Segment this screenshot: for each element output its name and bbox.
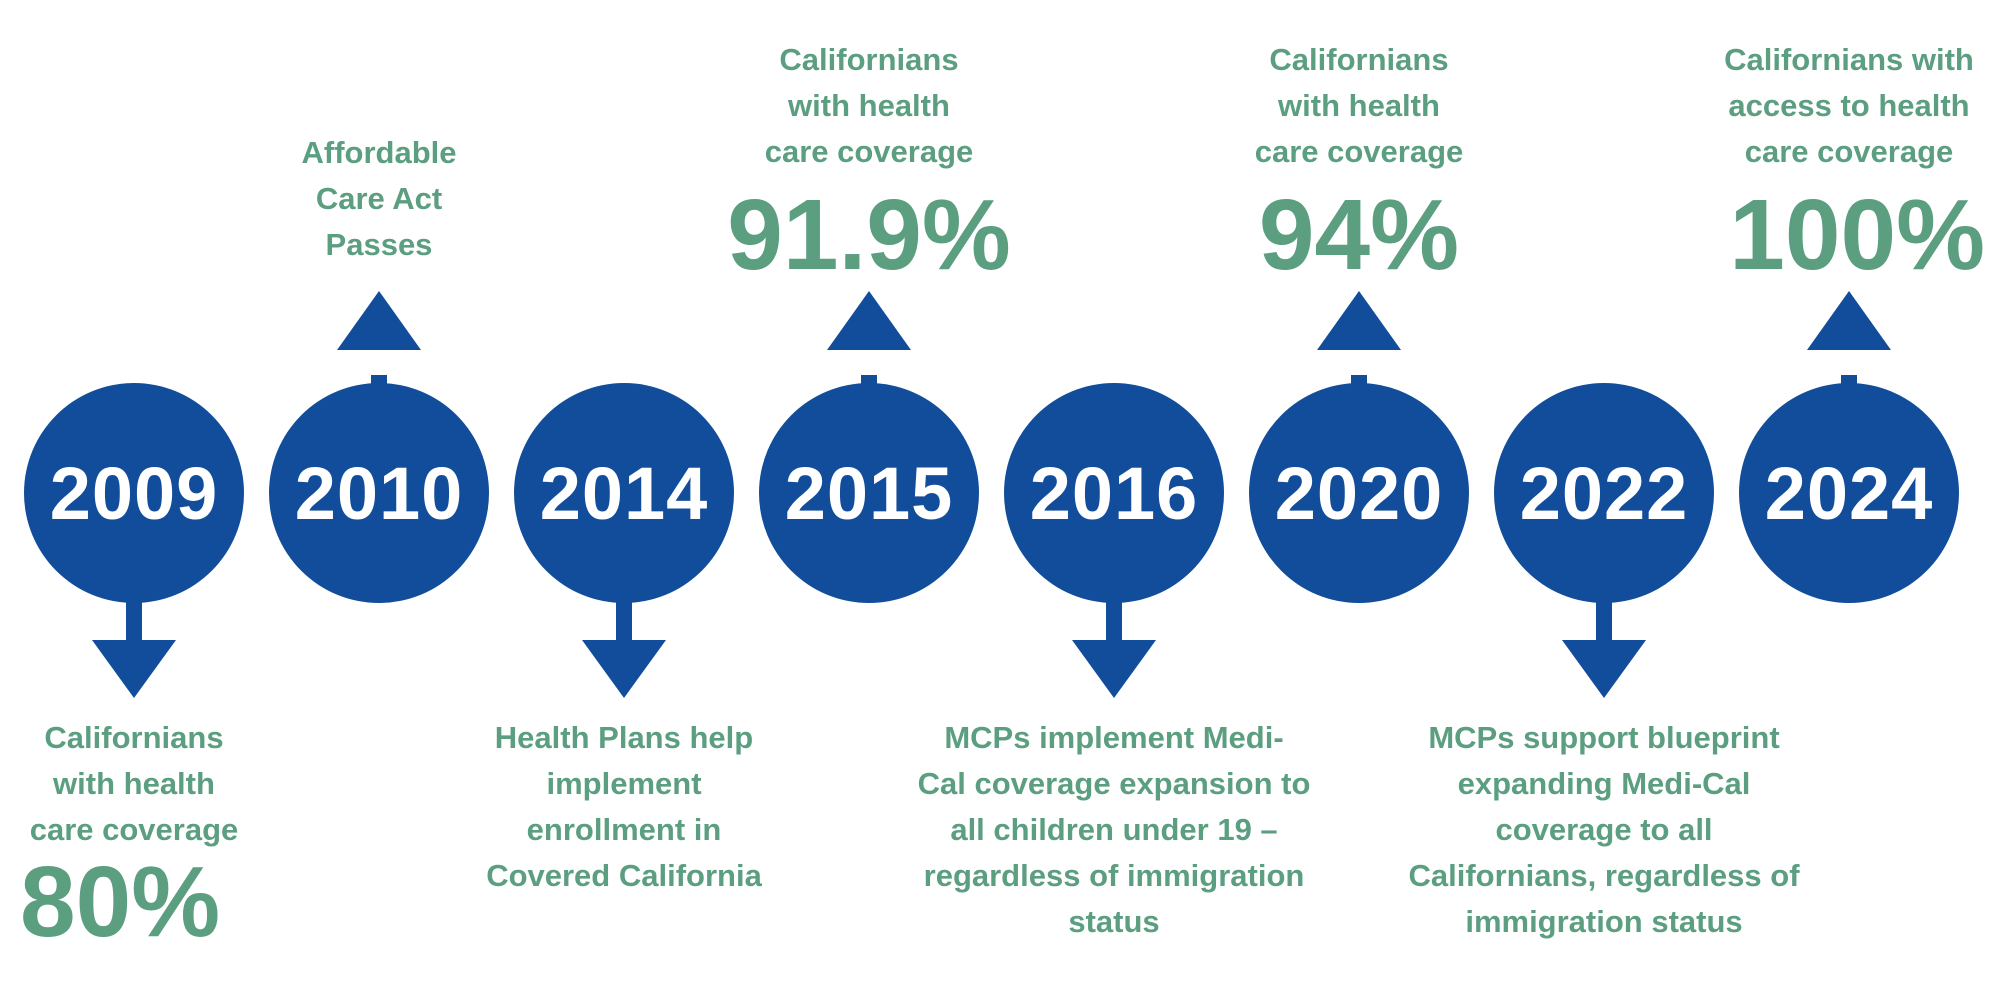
caption-line: Covered California <box>486 858 762 893</box>
caption-2020: Californians with health care coverage <box>1139 37 1579 175</box>
coverage-percent-2015: 91.9% <box>727 179 1011 291</box>
arrow-down-icon-2016 <box>1072 640 1156 698</box>
caption-line: Californians with <box>1724 42 1974 77</box>
caption-line: regardless of immigration <box>923 858 1305 893</box>
caption-line: Cal coverage expansion to <box>917 766 1311 801</box>
arrow-down-icon-2014 <box>582 640 666 698</box>
arrow-stem-2014 <box>616 590 632 650</box>
caption-line: expanding Medi-Cal <box>1457 766 1751 801</box>
arrow-up-icon-2024 <box>1807 291 1891 350</box>
caption-line: immigration status <box>1465 904 1743 939</box>
year-node-2020: 2020 <box>1249 383 1469 603</box>
year-label-2010: 2010 <box>294 451 464 535</box>
year-label-2024: 2024 <box>1764 451 1934 535</box>
coverage-percent-2024: 100% <box>1729 179 1985 291</box>
caption-line: with health <box>1278 88 1440 123</box>
arrow-up-icon-2010 <box>337 291 421 350</box>
caption-line: Passes <box>325 227 433 262</box>
caption-2022: MCPs support blueprint expanding Medi-Cal… <box>1384 715 1824 945</box>
year-node-2024: 2024 <box>1739 383 1959 603</box>
caption-line: MCPs implement Medi- <box>944 720 1284 755</box>
year-node-2009: 2009 <box>24 383 244 603</box>
arrow-stem-2009 <box>126 590 142 650</box>
caption-line: implement <box>546 766 702 801</box>
caption-line: Health Plans help <box>494 720 754 755</box>
year-label-2009: 2009 <box>49 451 219 535</box>
caption-line: Californians <box>779 42 959 77</box>
caption-line: all children under 19 – <box>950 812 1278 847</box>
caption-2015: Californians with health care coverage <box>649 37 1089 175</box>
arrow-stem-2016 <box>1106 590 1122 650</box>
coverage-percent-2020: 94% <box>1258 179 1460 291</box>
caption-line: coverage to all <box>1495 812 1713 847</box>
caption-line: access to health <box>1728 88 1970 123</box>
caption-2009: Californians with health care coverage <box>0 715 354 853</box>
caption-line: with health <box>53 766 215 801</box>
year-label-2022: 2022 <box>1519 451 1689 535</box>
caption-line: care coverage <box>764 134 974 169</box>
caption-line: care coverage <box>1744 134 1954 169</box>
arrow-up-icon-2020 <box>1317 291 1401 350</box>
year-label-2015: 2015 <box>784 451 954 535</box>
year-node-2010: 2010 <box>269 383 489 603</box>
caption-2010: Affordable Care Act Passes <box>159 130 599 268</box>
caption-line: Californians, regardless of <box>1408 858 1800 893</box>
year-node-2016: 2016 <box>1004 383 1224 603</box>
coverage-percent-2009: 80% <box>20 846 221 958</box>
arrow-down-icon-2022 <box>1562 640 1646 698</box>
caption-line: with health <box>788 88 950 123</box>
caption-line: Care Act <box>315 181 443 216</box>
arrow-stem-2022 <box>1596 590 1612 650</box>
caption-line: status <box>1068 904 1160 939</box>
year-label-2020: 2020 <box>1274 451 1444 535</box>
caption-line: MCPs support blueprint <box>1428 720 1780 755</box>
year-label-2014: 2014 <box>539 451 709 535</box>
caption-line: Californians <box>1269 42 1449 77</box>
arrow-up-icon-2015 <box>827 291 911 350</box>
arrow-down-icon-2009 <box>92 640 176 698</box>
caption-2014: Health Plans help implement enrollment in C… <box>404 715 844 899</box>
caption-line: care coverage <box>1254 134 1464 169</box>
caption-line: care coverage <box>29 812 239 847</box>
caption-2024: Californians with access to health care co… <box>1629 37 2000 175</box>
caption-line: Affordable <box>301 135 457 170</box>
caption-2016: MCPs implement Medi- Cal coverage expansi… <box>894 715 1334 945</box>
year-label-2016: 2016 <box>1029 451 1199 535</box>
year-node-2014: 2014 <box>514 383 734 603</box>
year-node-2022: 2022 <box>1494 383 1714 603</box>
year-node-2015: 2015 <box>759 383 979 603</box>
caption-line: enrollment in <box>526 812 722 847</box>
caption-line: Californians <box>44 720 224 755</box>
